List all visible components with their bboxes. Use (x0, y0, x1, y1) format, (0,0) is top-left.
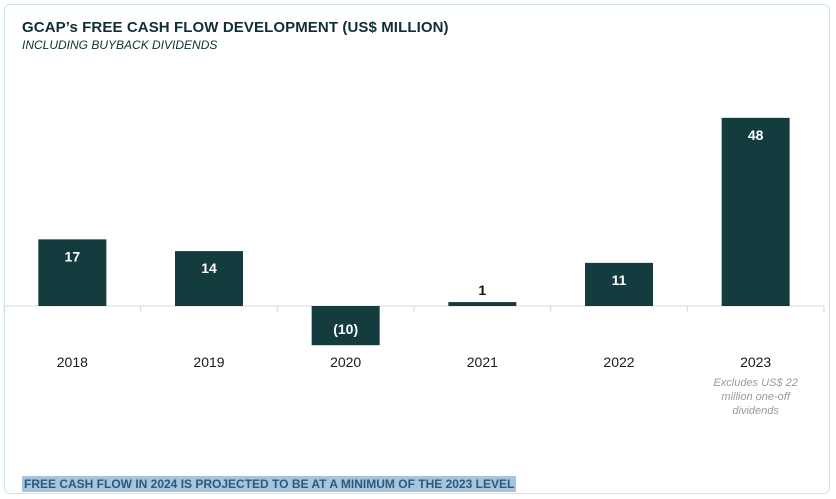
bar-2018 (38, 239, 107, 306)
footer-projection-note: FREE CASH FLOW IN 2024 IS PROJECTED TO B… (22, 476, 517, 492)
data-label-2018: 17 (65, 248, 81, 264)
x-tick-label-2019: 2019 (193, 354, 224, 370)
annotation-line: million one-off (721, 391, 790, 403)
bars-layer (38, 117, 790, 346)
ticks-layer: 2018 2019 2020 2021 2022 2023 (57, 354, 772, 370)
annotation-line: dividends (732, 405, 779, 417)
annotation-layer: Excludes US$ 22 million one-off dividends (713, 377, 797, 417)
bar-2019 (175, 251, 243, 306)
chart-frame (4, 4, 830, 494)
bar-2022 (585, 262, 653, 306)
x-tick-label-2022: 2022 (603, 354, 634, 370)
x-tick-label-2018: 2018 (57, 354, 88, 370)
x-tick-label-2023: 2023 (740, 354, 771, 370)
bar-2023 (721, 117, 790, 306)
bar-2020 (311, 306, 380, 346)
x-tick-label-2020: 2020 (330, 354, 361, 370)
annotation-line: Excludes US$ 22 (713, 377, 797, 389)
data-label-2019: 14 (201, 260, 217, 276)
data-label-2023: 48 (748, 127, 764, 143)
chart-subtitle: INCLUDING BUYBACK DIVIDENDS (22, 38, 218, 52)
axis-layer (3, 305, 825, 312)
data-label-2021: 1 (478, 282, 486, 298)
data-label-2020: (10) (333, 321, 358, 337)
data-label-2022: 11 (612, 272, 627, 288)
bar-2021 (448, 302, 517, 306)
chart-title: GCAP’s FREE CASH FLOW DEVELOPMENT (US$ M… (22, 19, 449, 36)
x-tick-label-2021: 2021 (467, 354, 498, 370)
